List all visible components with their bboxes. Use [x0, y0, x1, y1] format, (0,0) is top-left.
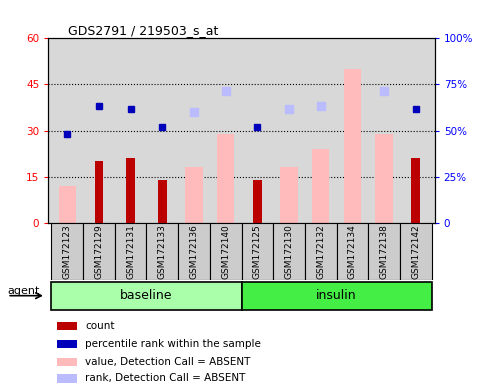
Text: GSM172138: GSM172138	[380, 224, 388, 279]
Bar	[411, 158, 420, 223]
Text: GDS2791 / 219503_s_at: GDS2791 / 219503_s_at	[68, 24, 218, 37]
Bar	[126, 158, 135, 223]
Bar	[83, 223, 115, 280]
Bar	[57, 358, 77, 366]
Bar	[305, 223, 337, 280]
Text: GSM172123: GSM172123	[63, 224, 72, 279]
Text: rank, Detection Call = ABSENT: rank, Detection Call = ABSENT	[85, 374, 246, 384]
Bar	[280, 167, 298, 223]
Bar	[185, 167, 203, 223]
Bar	[57, 322, 77, 330]
Bar	[95, 161, 103, 223]
Bar	[52, 223, 83, 280]
Text: GSM172142: GSM172142	[411, 224, 420, 279]
Bar	[253, 180, 262, 223]
Bar	[368, 223, 400, 280]
Text: GSM172125: GSM172125	[253, 224, 262, 279]
Bar	[400, 223, 431, 280]
Text: percentile rank within the sample: percentile rank within the sample	[85, 339, 261, 349]
Bar	[52, 282, 242, 310]
Bar	[58, 186, 76, 223]
Bar	[217, 134, 234, 223]
Text: GSM172136: GSM172136	[189, 224, 199, 279]
Text: baseline: baseline	[120, 289, 173, 302]
Text: GSM172134: GSM172134	[348, 224, 357, 279]
Bar	[242, 282, 431, 310]
Bar	[337, 223, 368, 280]
Bar	[312, 149, 329, 223]
Bar	[242, 223, 273, 280]
Text: GSM172140: GSM172140	[221, 224, 230, 279]
Bar	[115, 223, 146, 280]
Text: insulin: insulin	[316, 289, 357, 302]
Text: GSM172133: GSM172133	[158, 224, 167, 279]
Text: count: count	[85, 321, 115, 331]
Text: GSM172129: GSM172129	[95, 224, 103, 279]
Text: GSM172130: GSM172130	[284, 224, 294, 279]
Bar	[146, 223, 178, 280]
Bar	[57, 340, 77, 348]
Bar	[375, 134, 393, 223]
Bar	[178, 223, 210, 280]
Bar	[273, 223, 305, 280]
Text: value, Detection Call = ABSENT: value, Detection Call = ABSENT	[85, 357, 251, 367]
Text: GSM172131: GSM172131	[126, 224, 135, 279]
Bar	[57, 374, 77, 382]
Bar	[343, 69, 361, 223]
Text: agent: agent	[7, 286, 40, 296]
Bar	[158, 180, 167, 223]
Bar	[210, 223, 242, 280]
Text: GSM172132: GSM172132	[316, 224, 325, 279]
